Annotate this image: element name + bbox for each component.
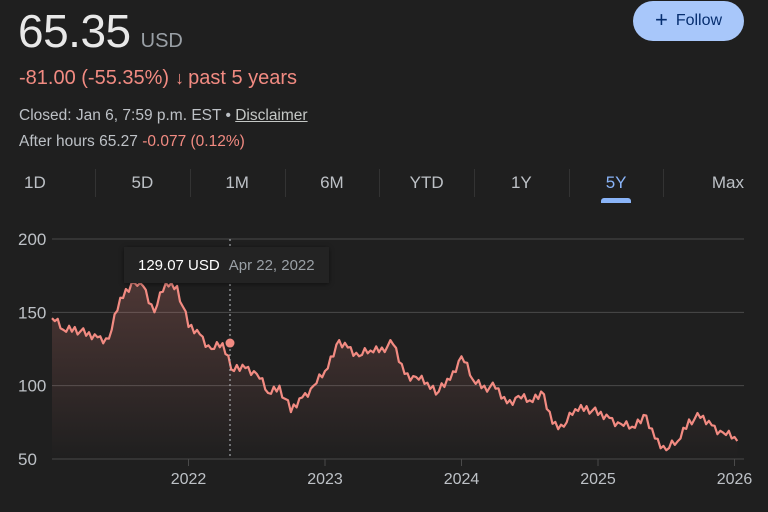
market-status: Closed: Jan 6, 7:59 p.m. EST • Disclaime… bbox=[19, 107, 308, 125]
current-price: 65.35 bbox=[18, 5, 131, 57]
tab-label: 1Y bbox=[510, 173, 532, 192]
y-axis-labels: 50 100 150 200 bbox=[18, 230, 46, 469]
tab-1y[interactable]: 1Y bbox=[473, 165, 569, 205]
price-header: 65.35 USD bbox=[18, 4, 183, 58]
active-tab-indicator bbox=[601, 198, 632, 203]
closed-text: Closed: Jan 6, 7:59 p.m. EST • bbox=[19, 107, 231, 124]
tab-6m[interactable]: 6M bbox=[284, 165, 380, 205]
disclaimer-link[interactable]: Disclaimer bbox=[235, 107, 308, 124]
tab-1m[interactable]: 1M bbox=[189, 165, 285, 205]
tab-label: Max bbox=[711, 173, 744, 192]
price-line bbox=[51, 281, 739, 452]
tab-5y[interactable]: 5Y bbox=[568, 165, 664, 205]
tab-label: YTD bbox=[409, 173, 444, 192]
hover-point bbox=[225, 338, 235, 348]
tab-label: 1M bbox=[225, 173, 249, 192]
change-value: -81.00 (-55.35%) bbox=[19, 67, 170, 89]
price-chart[interactable]: 50 100 150 200 2022 2023 2024 2025 2026 bbox=[0, 220, 768, 512]
currency-label: USD bbox=[140, 30, 183, 52]
range-tabs: 1D 5D 1M 6M YTD 1Y 5Y Max bbox=[0, 165, 768, 205]
tab-label: 6M bbox=[320, 173, 344, 192]
svg-text:2026: 2026 bbox=[717, 471, 753, 488]
price-area bbox=[52, 283, 738, 459]
svg-text:2024: 2024 bbox=[444, 471, 480, 488]
tooltip-date: Apr 22, 2022 bbox=[228, 256, 315, 274]
follow-label: Follow bbox=[675, 12, 723, 29]
svg-text:200: 200 bbox=[18, 230, 46, 249]
svg-text:150: 150 bbox=[18, 303, 46, 322]
after-hours-change: -0.077 (0.12%) bbox=[142, 133, 245, 150]
chart-tooltip: 129.07 USD Apr 22, 2022 bbox=[124, 247, 329, 283]
follow-button[interactable]: + Follow bbox=[633, 1, 744, 41]
arrow-down-icon: ↓ bbox=[175, 68, 185, 88]
x-axis-labels: 2022 2023 2024 2025 2026 bbox=[171, 459, 753, 488]
after-hours: After hours 65.27 -0.077 (0.12%) bbox=[19, 133, 245, 151]
tab-1d[interactable]: 1D bbox=[0, 165, 95, 205]
tooltip-price: 129.07 USD bbox=[138, 256, 220, 274]
change-period: past 5 years bbox=[188, 67, 298, 89]
tab-max[interactable]: Max bbox=[663, 165, 768, 205]
svg-text:2023: 2023 bbox=[307, 471, 343, 488]
after-hours-price: After hours 65.27 bbox=[19, 133, 138, 150]
svg-text:100: 100 bbox=[18, 377, 46, 396]
svg-text:2022: 2022 bbox=[171, 471, 207, 488]
tab-5d[interactable]: 5D bbox=[95, 165, 190, 205]
tab-label: 5D bbox=[131, 173, 154, 192]
price-change: -81.00 (-55.35%) ↓ past 5 years bbox=[19, 67, 297, 90]
svg-text:2025: 2025 bbox=[580, 471, 616, 488]
plus-icon: + bbox=[654, 7, 668, 32]
tab-ytd[interactable]: YTD bbox=[379, 165, 474, 205]
tab-label: 1D bbox=[24, 173, 46, 192]
tab-label: 5Y bbox=[605, 173, 627, 192]
svg-text:50: 50 bbox=[18, 450, 37, 469]
